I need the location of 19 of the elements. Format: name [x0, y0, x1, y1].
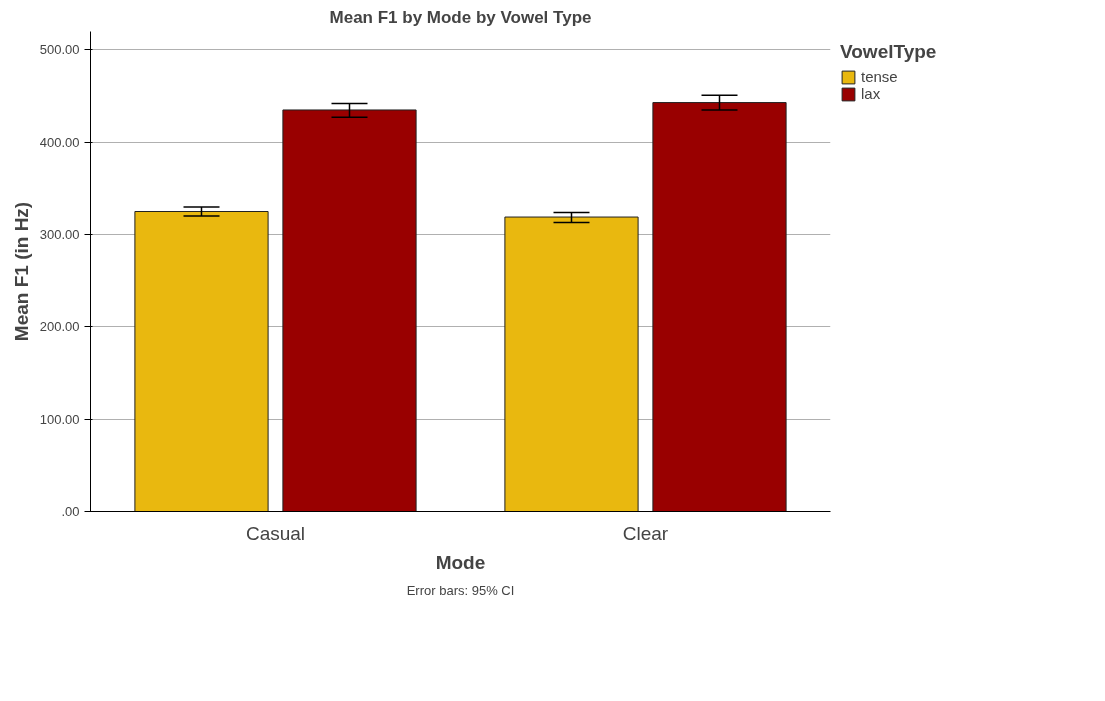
- x-tick-label: Clear: [622, 522, 669, 544]
- y-tick-label: 200.00: [39, 319, 80, 335]
- legend-title: VowelType: [840, 41, 937, 63]
- y-tick-label: 100.00: [39, 411, 80, 427]
- bar: [282, 109, 417, 512]
- bar: [504, 216, 639, 512]
- x-axis-title: Mode: [435, 551, 486, 573]
- y-axis-title: Mean F1 (in Hz): [10, 201, 32, 342]
- legend-label: tense: [861, 68, 898, 85]
- x-tick-label: Casual: [245, 522, 306, 544]
- y-tick-label: 300.00: [39, 227, 80, 243]
- y-tick-label: 500.00: [39, 42, 80, 58]
- bar: [134, 211, 269, 512]
- text: Error bars: 95% CI: [406, 582, 515, 598]
- chart-title: Mean F1 by Mode by Vowel Type: [329, 7, 592, 27]
- y-tick-label: 400.00: [39, 134, 80, 150]
- legend-label: lax: [861, 85, 881, 102]
- y-tick-label: .00: [61, 504, 80, 519]
- bar: [652, 102, 787, 512]
